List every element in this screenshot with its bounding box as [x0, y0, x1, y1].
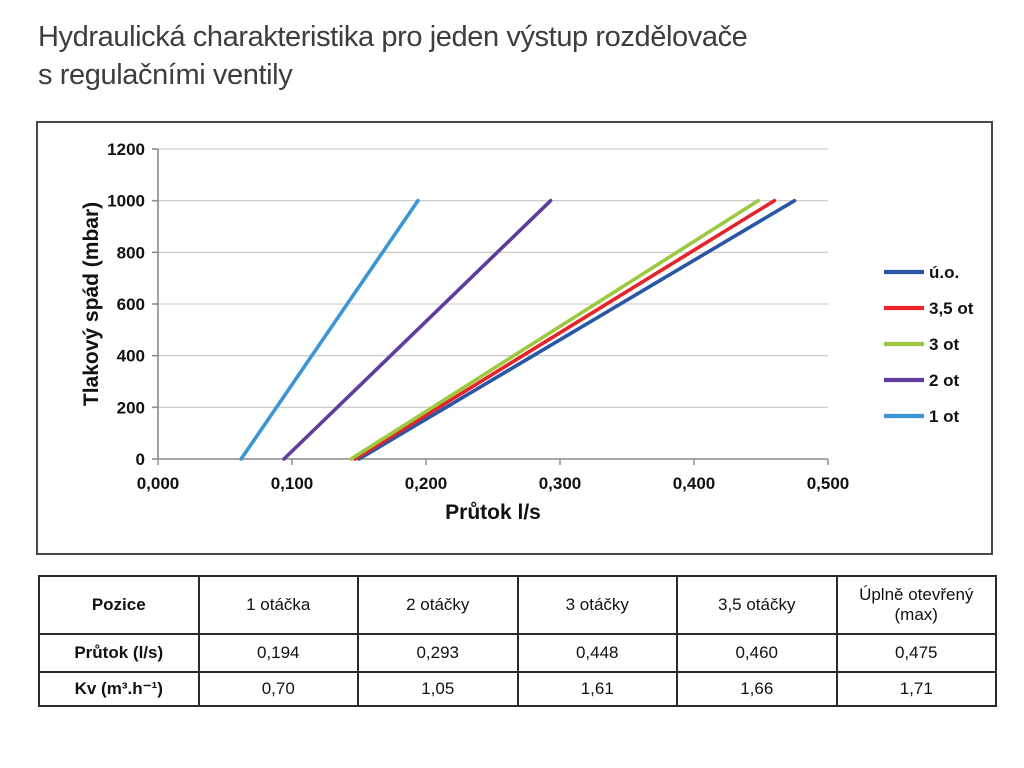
series-line-5 [239, 198, 420, 461]
table-header-row: Pozice 1 otáčka 2 otáčky 3 otáčky 3,5 otáčky… [38, 575, 997, 635]
table-row: Průtok (l/s) 0,194 0,293 0,448 0,460 0,475 [38, 633, 997, 673]
legend-label: ú.o. [929, 263, 959, 282]
table-header-cell: Úplně otevřený (max) [835, 575, 997, 635]
table-value-cell: 1,66 [676, 671, 838, 707]
table-header-cell: 3 otáčky [516, 575, 678, 635]
y-axis-title: Tlakový spád (mbar) [80, 202, 103, 406]
data-table: Pozice 1 otáčka 2 otáčky 3 otáčky 3,5 otáčky… [38, 575, 997, 707]
legend-label: 3,5 ot [929, 299, 974, 318]
table-body: Průtok (l/s) 0,194 0,293 0,448 0,460 0,475 Kv … [38, 633, 997, 707]
y-tick-label: 800 [117, 243, 145, 262]
hydraulic-chart: 0 200 400 600 800 1000 1200 0,000 0,100 0,200 0,30… [80, 140, 974, 524]
table-value-cell: 0,460 [676, 633, 838, 673]
table-header-cell: 3,5 otáčky [676, 575, 838, 635]
page-title-line2: s regulačními ventily [38, 59, 293, 91]
y-tick-label: 0 [136, 450, 145, 469]
page-title: Hydraulická charakteristika pro jeden vý… [38, 18, 748, 94]
table-value-cell: 0,475 [835, 633, 997, 673]
x-tick-label: 0,100 [271, 474, 314, 493]
y-tick-label: 600 [117, 295, 145, 314]
y-tick-label: 200 [117, 398, 145, 417]
row-label: Kv (m³.h⁻¹) [38, 671, 200, 707]
x-tick-label: 0,500 [807, 474, 850, 493]
chart-panel: 0 200 400 600 800 1000 1200 0,000 0,100 0,200 0,30… [36, 121, 993, 555]
row-label: Průtok (l/s) [38, 633, 200, 673]
x-tick-label: 0,000 [137, 474, 180, 493]
table-header-pozice: Pozice [38, 575, 200, 635]
x-tick-label: 0,200 [405, 474, 448, 493]
y-tick-label: 1200 [107, 140, 145, 159]
table-row: Kv (m³.h⁻¹) 0,70 1,05 1,61 1,66 1,71 [38, 671, 997, 707]
table-header-cell: 2 otáčky [357, 575, 519, 635]
table-value-cell: 1,05 [357, 671, 519, 707]
y-tick-label: 400 [117, 347, 145, 366]
table-value-cell: 0,194 [197, 633, 359, 673]
legend-label: 2 ot [929, 371, 960, 390]
table-header-cell: 1 otáčka [197, 575, 359, 635]
page-title-line1: Hydraulická charakteristika pro jeden vý… [38, 21, 748, 53]
legend-label: 3 ot [929, 335, 960, 354]
table-head: Pozice 1 otáčka 2 otáčky 3 otáčky 3,5 otáčky… [38, 575, 997, 635]
x-tick-label: 0,400 [673, 474, 716, 493]
series-line-4 [282, 198, 553, 461]
series-line-1 [357, 198, 797, 461]
legend-label: 1 ot [929, 407, 960, 426]
series-line-3 [349, 198, 761, 461]
y-tick-label: 1000 [107, 192, 145, 211]
series-line-2 [353, 198, 777, 461]
x-axis-title: Průtok l/s [445, 501, 541, 524]
x-tick-label: 0,300 [539, 474, 582, 493]
table-value-cell: 0,70 [197, 671, 359, 707]
table-value-cell: 0,448 [516, 633, 678, 673]
table-value-cell: 0,293 [357, 633, 519, 673]
table-value-cell: 1,71 [835, 671, 997, 707]
table-value-cell: 1,61 [516, 671, 678, 707]
